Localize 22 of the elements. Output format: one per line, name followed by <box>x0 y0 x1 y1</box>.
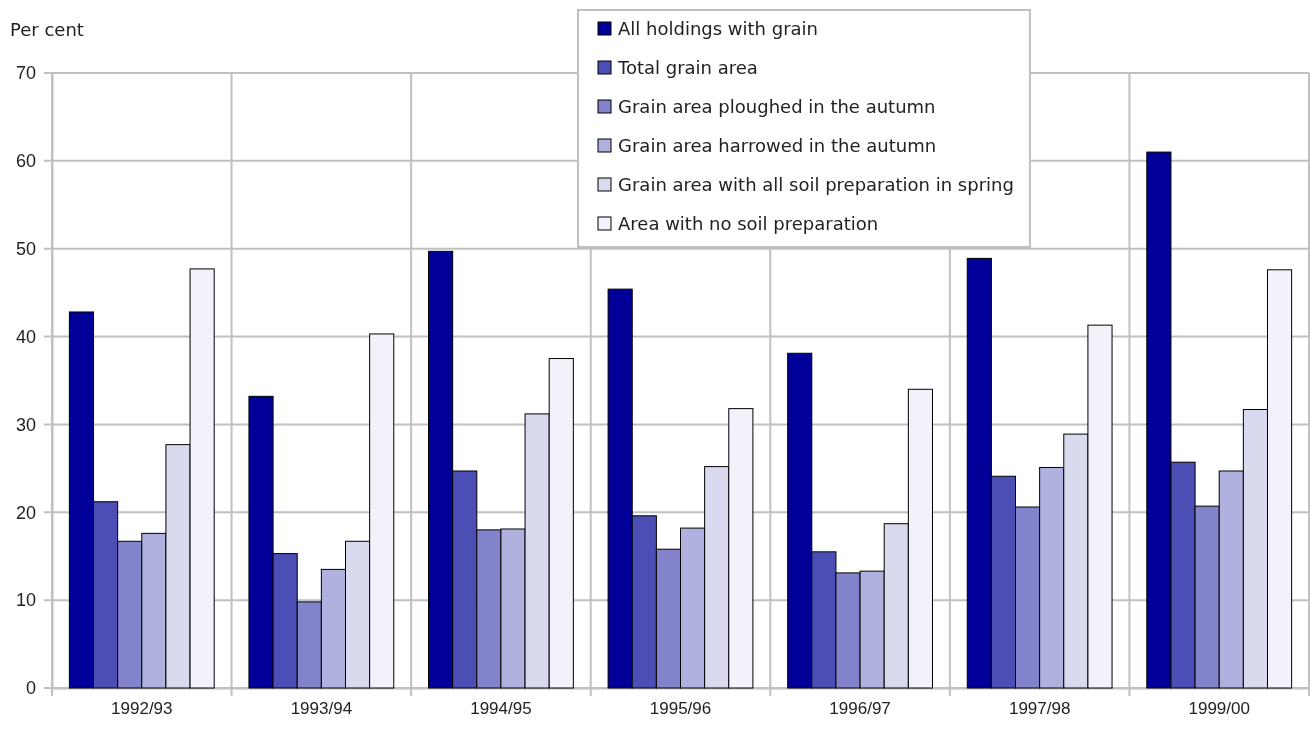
y-tick-label: 0 <box>25 678 36 699</box>
y-tick-label: 20 <box>15 502 36 523</box>
x-tick-label: 1999/00 <box>1188 699 1250 719</box>
y-tick-label: 60 <box>15 151 36 172</box>
x-tick-label: 1996/97 <box>829 699 891 719</box>
legend-label: All holdings with grain <box>618 18 818 39</box>
legend-label: Area with no soil preparation <box>618 213 879 234</box>
y-tick-label: 10 <box>15 590 36 611</box>
x-tick-label: 1992/93 <box>111 699 173 719</box>
x-tick-label: 1997/98 <box>1008 699 1071 719</box>
x-tick-label: 1993/94 <box>290 699 353 719</box>
legend-label: Grain area harrowed in the autumn <box>618 135 937 156</box>
y-tick-label: 70 <box>15 63 36 84</box>
y-tick-label: 40 <box>15 326 36 347</box>
y-axis-title: Per cent <box>10 19 84 40</box>
legend-label: Grain area with all soil preparation in spring <box>618 174 1014 195</box>
x-tick-label: 1994/95 <box>470 699 532 719</box>
legend-label: Grain area ploughed in the autumn <box>618 96 936 117</box>
x-tick-label: 1995/96 <box>649 699 712 719</box>
y-tick-label: 50 <box>15 238 36 259</box>
y-tick-label: 30 <box>15 414 36 435</box>
legend-label: Total grain area <box>617 57 758 78</box>
